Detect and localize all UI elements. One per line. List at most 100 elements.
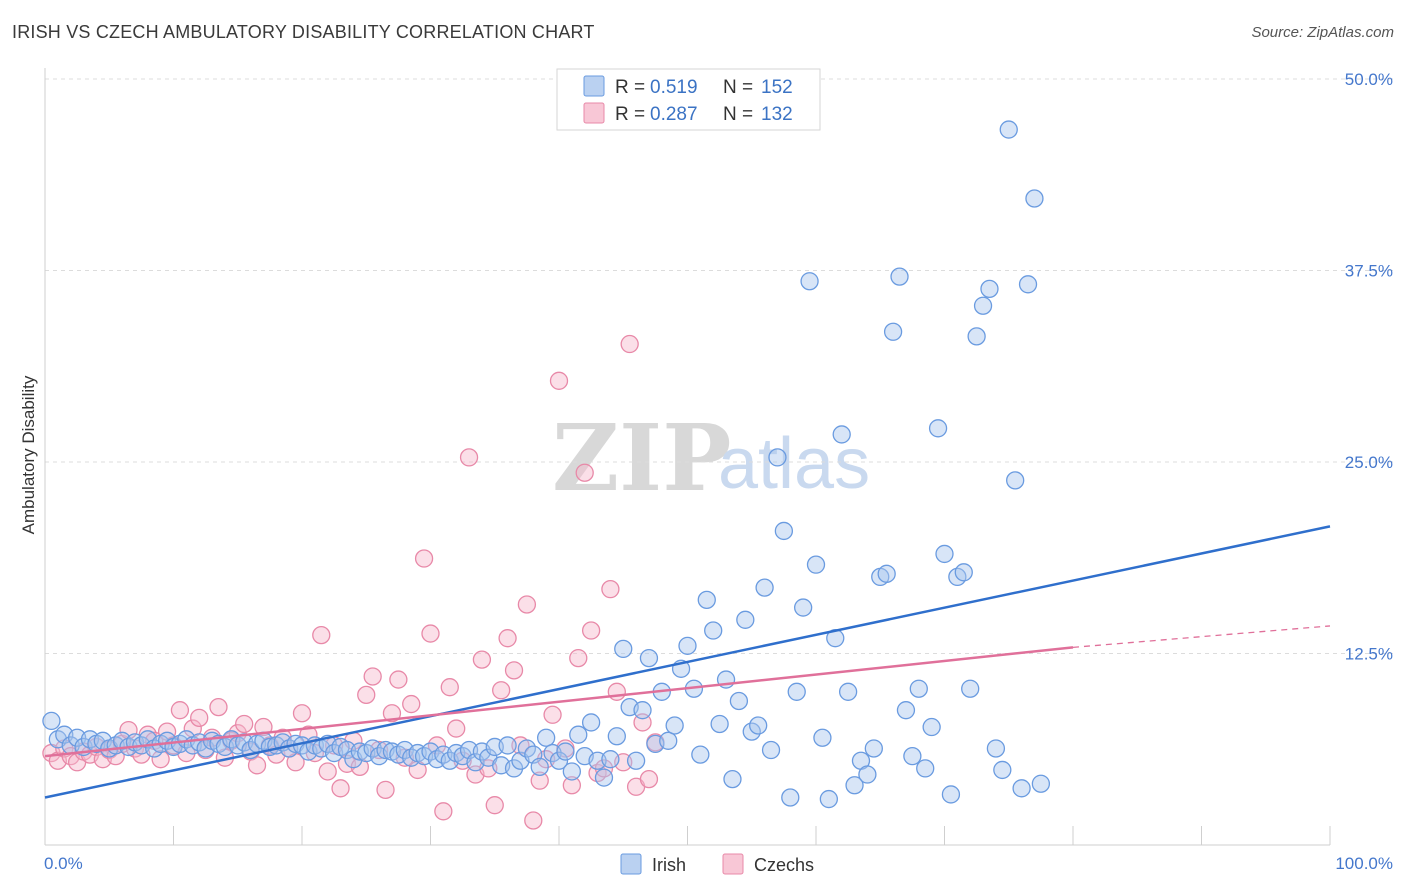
czechs-point-65 [459, 448, 479, 467]
irish-point-133 [896, 701, 916, 720]
irish-point-93 [639, 648, 659, 668]
irish-point-139 [935, 544, 954, 564]
y-tick-label-3: 50.0% [1345, 70, 1393, 89]
irish-points [42, 120, 1051, 809]
czechs-point-52 [376, 780, 395, 799]
irish-point-116 [787, 682, 806, 701]
czechs-trend-line-extension [1072, 625, 1331, 649]
irish-point-134 [903, 746, 922, 766]
czechs-point-67 [472, 650, 492, 669]
irish-point-117 [794, 598, 813, 617]
irish-point-86 [594, 768, 614, 787]
y-tick-label-2: 37.5% [1345, 262, 1393, 281]
irish-point-114 [774, 521, 794, 541]
irish-point-120 [813, 728, 832, 747]
legend-irish-n-value: 152 [761, 77, 793, 98]
trend-lines [44, 525, 1331, 799]
irish-point-123 [832, 425, 851, 444]
irish-point-101 [691, 745, 710, 764]
irish-point-142 [954, 563, 973, 582]
czechs-point-39 [292, 704, 312, 723]
czechs-point-61 [434, 802, 453, 821]
y-axis-label: Ambulatory Disability [19, 375, 38, 534]
irish-point-79 [549, 751, 569, 770]
czechs-point-75 [524, 811, 543, 830]
czechs-point-56 [402, 694, 421, 714]
czechs-point-93 [639, 769, 659, 789]
irish-point-92 [633, 701, 652, 720]
irish-point-84 [581, 713, 601, 732]
irish-point-149 [999, 120, 1018, 139]
czechs-point-58 [414, 549, 434, 568]
czechs-point-74 [517, 595, 537, 614]
watermark-zip: ZIP [552, 404, 731, 512]
irish-point-151 [1012, 779, 1031, 798]
irish-point-113 [768, 448, 787, 467]
irish-point-121 [819, 789, 838, 809]
irish-point-144 [967, 327, 986, 346]
irish-point-135 [909, 679, 928, 698]
czechs-point-72 [504, 661, 524, 680]
irish-point-148 [993, 760, 1012, 780]
czechs-point-88 [607, 682, 626, 701]
irish-point-128 [864, 739, 883, 758]
czechs-point-43 [318, 762, 337, 781]
irish-point-152 [1018, 275, 1038, 294]
irish-point-115 [781, 788, 800, 807]
y-tick-label-0: 12.5% [1345, 645, 1393, 664]
czechs-point-30 [235, 714, 254, 734]
bottom-legend: Irish Czechs [620, 853, 814, 875]
irish-point-103 [704, 621, 723, 640]
czechs-point-33 [254, 717, 273, 737]
irish-point-150 [1006, 471, 1025, 490]
bottom-legend-swatch-czechs [722, 853, 744, 875]
irish-point-80 [556, 742, 575, 761]
czechs-point-23 [190, 708, 209, 727]
irish-point-107 [729, 691, 749, 711]
irish-point-143 [961, 679, 980, 698]
irish-point-110 [749, 716, 768, 735]
legend-czechs-n-label: N = [723, 104, 753, 125]
czechs-point-17 [151, 750, 170, 769]
irish-point-82 [569, 725, 588, 744]
czechs-point-20 [170, 701, 190, 720]
irish-point-77 [537, 728, 556, 747]
legend-swatch-czechs [583, 102, 605, 124]
chart-title: IRISH VS CZECH AMBULATORY DISABILITY COR… [12, 22, 595, 42]
irish-point-99 [678, 636, 697, 655]
irish-trend-line [44, 525, 1331, 799]
irish-point-91 [626, 751, 646, 770]
legend-czechs-r-label: R = [615, 104, 645, 125]
legend-swatch-irish [583, 75, 605, 97]
czechs-point-50 [363, 667, 382, 686]
legend-irish-r-label: R = [615, 77, 645, 98]
legend-irish-r-value: 0.519 [650, 77, 698, 98]
czechs-point-83 [575, 463, 594, 482]
czechs-point-54 [389, 670, 408, 689]
irish-point-88 [607, 727, 626, 746]
irish-point-145 [973, 296, 993, 315]
czechs-point-70 [492, 681, 511, 700]
irish-point-138 [928, 419, 948, 438]
bottom-legend-irish: Irish [652, 855, 686, 875]
czechs-point-81 [562, 776, 581, 795]
irish-point-0 [42, 711, 61, 731]
czechs-point-69 [485, 796, 504, 815]
czechs-point-71 [498, 629, 517, 648]
bottom-legend-swatch-irish [620, 853, 642, 875]
czechs-point-49 [357, 685, 376, 705]
irish-point-140 [941, 785, 961, 804]
irish-point-89 [614, 639, 633, 659]
irish-point-119 [806, 555, 826, 574]
x-tick-label-1: 100.0% [1335, 854, 1393, 873]
czechs-point-45 [331, 779, 350, 798]
irish-point-96 [659, 731, 678, 750]
czechs-point-26 [209, 697, 228, 717]
czechs-point-87 [601, 580, 620, 599]
irish-point-154 [1031, 774, 1051, 793]
czechs-point-42 [312, 625, 331, 645]
irish-point-104 [710, 714, 729, 734]
grid-lines [45, 78, 1395, 654]
irish-point-118 [800, 272, 819, 291]
